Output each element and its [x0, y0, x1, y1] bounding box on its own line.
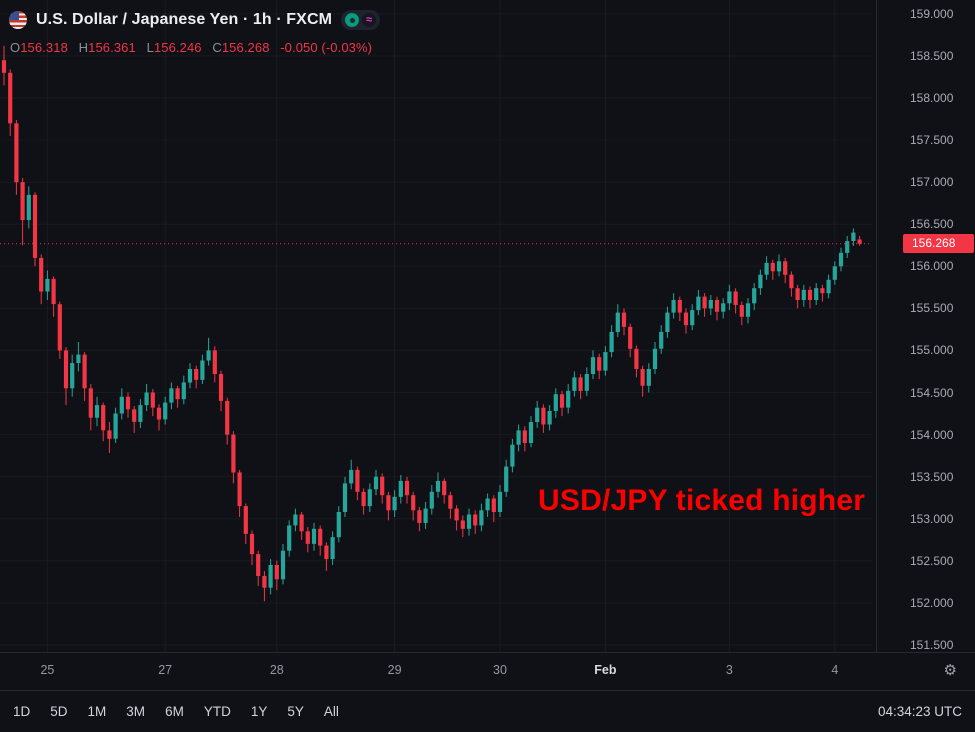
annotation-text: USD/JPY ticked higher	[538, 484, 866, 517]
us-flag-icon	[9, 11, 27, 29]
price-tick-label: 154.000	[910, 427, 954, 442]
utc-clock[interactable]: 04:34:23 UTC	[877, 704, 962, 719]
price-tick-label: 159.000	[910, 6, 954, 21]
price-tick-label: 153.500	[910, 469, 954, 484]
change-value: -0.050 (-0.03%)	[280, 40, 373, 55]
price-tick-label: 154.500	[910, 385, 954, 400]
range-button-1d[interactable]: 1D	[13, 704, 31, 719]
price-tick-label: 152.500	[910, 553, 954, 568]
high-value: 156.361	[88, 40, 136, 55]
time-axis-label: 25	[40, 663, 55, 677]
price-tick-label: 151.500	[910, 637, 954, 652]
ohlc-row: O156.318 H156.361 L156.246 C156.268 -0.0…	[10, 40, 372, 55]
price-tick-label: 157.000	[910, 175, 954, 190]
price-tick-label: 153.000	[910, 511, 954, 526]
market-status-icon[interactable]	[345, 13, 360, 27]
time-axis[interactable]: ⚙ 25 27 28 29 30 Feb 3 4	[0, 652, 975, 690]
price-tick-label: 155.500	[910, 301, 954, 316]
price-tick-label: 158.500	[910, 49, 954, 63]
range-button-1y[interactable]: 1Y	[250, 704, 268, 719]
time-axis-label: 29	[387, 663, 402, 677]
price-tick-label: 156.500	[910, 217, 954, 232]
open-value: 156.318	[20, 40, 68, 55]
symbol-title[interactable]: U.S. Dollar / Japanese Yen · 1h · FXCM	[36, 11, 333, 28]
legend-toggle-pill: ≈	[341, 10, 381, 30]
low-value: 156.246	[153, 40, 202, 55]
time-axis-label: 4	[831, 663, 839, 677]
time-axis-label: 27	[158, 663, 173, 677]
range-buttons: 1D 5D 1M 3M 6M YTD 1Y 5Y All	[13, 704, 339, 719]
price-tick-label: 152.000	[910, 595, 954, 610]
time-axis-label: Feb	[594, 663, 617, 677]
close-label: C	[212, 40, 222, 55]
range-button-ytd[interactable]: YTD	[203, 704, 231, 719]
price-tick-label: 158.000	[910, 91, 954, 105]
range-button-5d[interactable]: 5D	[50, 704, 68, 719]
time-axis-label: 3	[725, 663, 733, 677]
range-button-1m[interactable]: 1M	[87, 704, 107, 719]
range-button-5y[interactable]: 5Y	[287, 704, 304, 719]
candlestick-chart[interactable]	[0, 0, 872, 652]
price-axis[interactable]: 156.268 159.000 158.500 158.000 157.500 157.…	[876, 0, 975, 652]
bottom-toolbar: 1D 5D 1M 3M 6M YTD 1Y 5Y All 04:34:23 UTC	[0, 690, 975, 732]
range-button-6m[interactable]: 6M	[165, 704, 184, 719]
price-tick-label: 157.500	[910, 133, 954, 148]
time-axis-settings-icon[interactable]: ⚙	[943, 662, 957, 679]
low-label: L	[146, 40, 154, 55]
symbol-legend: U.S. Dollar / Japanese Yen · 1h · FXCM ≈	[9, 10, 381, 30]
price-tick-label: 156.000	[910, 259, 954, 274]
price-tick-label: 155.000	[910, 343, 954, 358]
last-price-label: 156.268	[903, 234, 974, 254]
time-axis-label: 30	[493, 663, 507, 677]
range-button-3m[interactable]: 3M	[126, 704, 146, 719]
similar-symbols-icon[interactable]: ≈	[362, 13, 377, 27]
range-button-all[interactable]: All	[323, 704, 339, 719]
time-axis-label: 28	[269, 663, 284, 677]
close-value: 156.268	[221, 40, 270, 55]
high-label: H	[78, 40, 89, 55]
open-label: O	[10, 40, 21, 55]
